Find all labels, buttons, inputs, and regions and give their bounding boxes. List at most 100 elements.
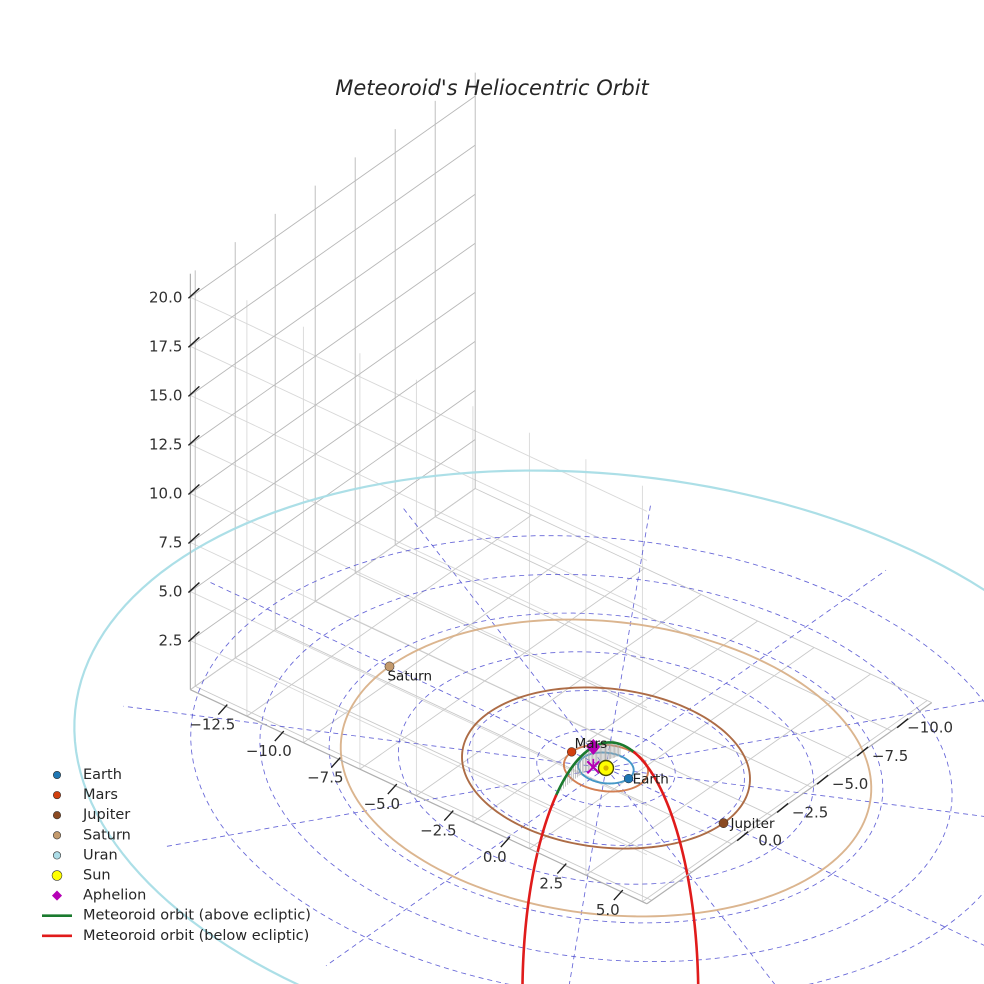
x-tick-label: −2.5 [420,822,456,840]
legend-label[interactable]: Meteoroid orbit (below ecliptic) [83,928,309,944]
z-tick-mark [187,483,200,495]
legend-marker-jupiter [52,811,62,820]
meteoroid-orbit-below-ecliptic [521,751,700,984]
pane-gridline [190,444,648,659]
planet-orbit-jupiter [461,686,751,850]
legend-group[interactable]: Earth Mars Jupiter Saturn Uran Sun Aphelion Met… [42,767,311,944]
meteoroid-orbit-group [521,738,700,984]
x-tick-label: 5.0 [596,901,620,919]
z-tick-label: 12.5 [149,435,182,453]
saturn-marker [384,661,395,672]
y-tick-label: 0.0 [758,832,782,850]
y-tick-mark [776,802,789,814]
z-tick-label: 20.0 [149,288,182,306]
polar-grid-spoke [210,582,607,769]
earth-label: Earth [633,772,669,788]
page-title: Meteoroid's Heliocentric Orbit [335,76,649,100]
polar-grid-spoke [605,700,984,769]
aphelion-marker [586,738,601,755]
polar-grid-group [123,503,984,984]
pane-gridline [190,390,476,592]
legend-label[interactable]: Uran [83,847,118,863]
polar-grid-spoke [123,705,607,769]
legend-label[interactable]: Sun [83,868,111,884]
earth-marker [623,773,634,784]
planet-orbit-earth [577,751,635,785]
z-tick-label: 15.0 [149,386,182,404]
floor-gridline [359,567,645,770]
polar-grid-spoke [605,767,984,946]
y-tick-mark [736,831,749,842]
z-tick-mark [187,385,200,397]
legend-marker-sun [51,870,63,881]
x-tick-label: −7.5 [307,769,343,787]
polar-grid-spoke [165,767,607,847]
z-tick-mark [187,287,200,299]
pane-gridline [190,493,648,708]
legend-label[interactable]: Earth [83,767,122,783]
jupiter-label: Jupiter [730,816,775,832]
x-tick-mark [443,810,454,822]
y-tick-mark [816,774,829,785]
floor-gridline [585,673,871,876]
legend-label[interactable]: Saturn [83,827,131,843]
legend-marker-uran [52,851,62,860]
legend-label[interactable]: Aphelion [83,888,146,904]
celestial-bodies-group: Earth Mars Jupiter Saturn [384,661,775,832]
x-tick-label: −5.0 [364,795,400,813]
sun-core [603,765,609,771]
legend-label[interactable]: Jupiter [82,807,130,823]
z-tick-label: 17.5 [149,337,182,355]
y-tick-label: −10.0 [907,719,953,737]
z-tick-mark [187,434,200,446]
pane-gridline [190,296,648,512]
floor-gridline [475,488,932,704]
pane-gridline [190,95,476,298]
floor-gridline [395,544,852,760]
floor-gridline [275,629,732,845]
z-tick-label: 2.5 [159,632,183,650]
polar-grid-spoke [403,508,607,769]
x-tick-mark [387,783,398,795]
polar-grid-spoke [605,767,776,984]
floor-gridline [529,647,815,850]
legend-marker-mars [52,791,62,800]
axis-ticks-group: 2.55.07.510.012.515.017.520.0−12.5−10.0−… [149,287,953,919]
x-tick-label: 2.5 [539,875,563,893]
y-axis-spine [646,702,933,905]
y-tick-mark [896,718,909,729]
jupiter-marker [718,818,729,828]
aphelion-projection-x-icon [586,760,601,774]
y-tick-label: −7.5 [872,747,908,765]
mars-label: Mars [575,736,608,752]
axes-spines-group [189,273,933,905]
z-tick-mark [187,631,200,643]
floor-gridline [195,685,652,901]
x-tick-mark [556,863,567,875]
z-tick-mark [187,532,200,545]
x-tick-label: 0.0 [483,848,507,866]
x-tick-mark [500,836,511,848]
polar-grid-spoke [605,569,887,769]
legend-label[interactable]: Meteoroid orbit (above ecliptic) [83,908,311,924]
floor-gridline [303,541,589,744]
z-tick-mark [187,582,200,594]
floor-gridline [246,514,532,717]
floor-gridline [416,594,702,797]
legend-marker-earth [52,770,62,780]
x-tick-mark [274,730,285,742]
polar-grid-spoke [605,503,652,769]
pane-gridline [190,193,476,396]
x-tick-label: −10.0 [246,742,292,760]
pane-gridline [190,345,648,561]
x-axis-spine [190,689,648,905]
legend-label[interactable]: Mars [83,787,118,803]
z-tick-label: 10.0 [149,484,182,502]
meteoroid-orbit-above-ecliptic [554,741,607,798]
pane-gridline [190,591,648,807]
pane-gridline [190,144,476,347]
floor-gridline [190,488,476,691]
x-tick-mark [613,889,624,901]
